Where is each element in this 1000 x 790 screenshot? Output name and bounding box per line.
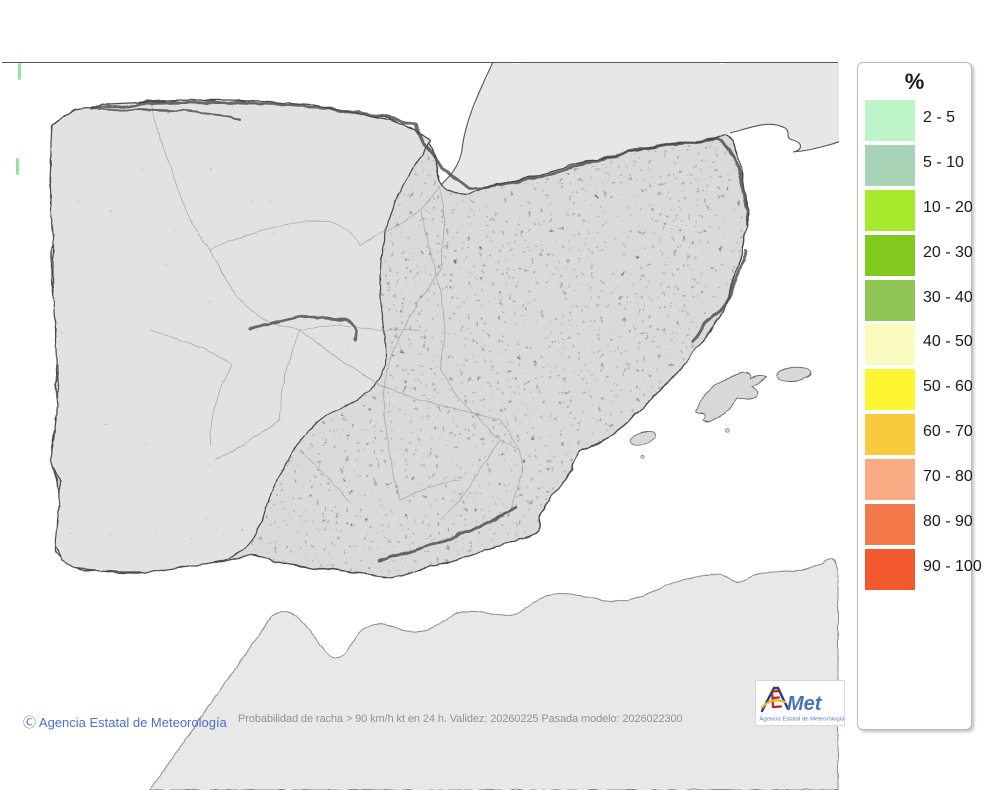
svg-text:Met: Met	[787, 693, 823, 715]
svg-text:Agencia Estatal de Meteorologí: Agencia Estatal de Meteorología	[759, 717, 845, 723]
